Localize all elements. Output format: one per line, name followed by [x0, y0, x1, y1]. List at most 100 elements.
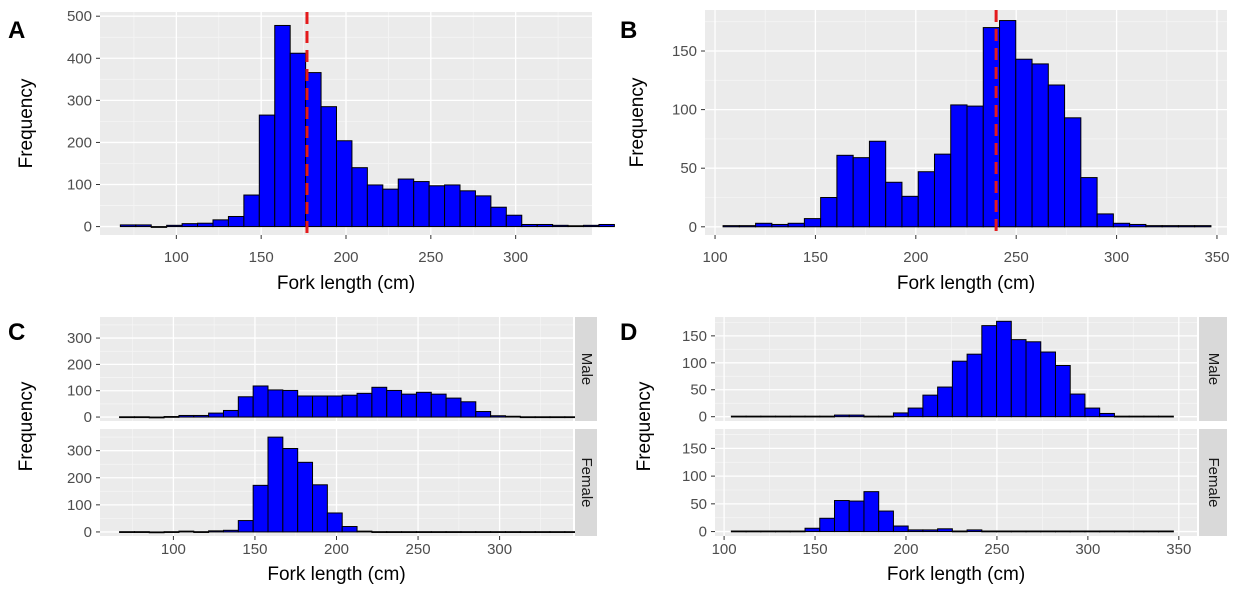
y-tick-label: 100	[672, 102, 697, 119]
histogram-bar	[222, 409, 239, 418]
histogram-bar	[1128, 415, 1145, 418]
facet-female: 0 100 200 300 Female	[67, 429, 597, 541]
y-axis-title: Frequency	[634, 381, 655, 471]
histogram-bar	[397, 178, 415, 228]
histogram-bar	[521, 223, 538, 228]
histogram-bar	[738, 225, 757, 228]
x-tick-label: 250	[406, 541, 431, 558]
histogram-bar	[1069, 393, 1086, 418]
y-axis-title: Frequency	[627, 77, 648, 167]
histogram-bar	[401, 393, 417, 418]
histogram-bar	[775, 530, 791, 533]
x-axis-title: Fork length (cm)	[887, 564, 1025, 585]
histogram-bar	[878, 510, 894, 533]
x-axis-title: Fork length (cm)	[897, 273, 1035, 294]
histogram-bar	[312, 484, 328, 533]
histogram-bar	[490, 206, 507, 228]
histogram-bar	[1096, 213, 1114, 228]
histogram-bar	[803, 218, 822, 228]
histogram-bar	[892, 412, 909, 418]
histogram-bar	[1129, 223, 1147, 228]
histogram-bar	[258, 114, 276, 228]
y-tick-label: 200	[67, 134, 92, 151]
histogram-bar	[312, 395, 328, 418]
histogram-bar	[885, 181, 903, 228]
histogram-bar	[1010, 530, 1027, 533]
histogram-bar	[351, 167, 368, 228]
strip-label: Female	[1205, 457, 1222, 507]
histogram-bar	[833, 500, 850, 533]
histogram-bar	[1080, 177, 1098, 228]
histogram-bar	[1143, 415, 1160, 418]
histogram-bar	[787, 222, 805, 228]
histogram-bar	[150, 226, 168, 228]
panel-letter: A	[8, 17, 25, 44]
y-axis-title: Frequency	[16, 381, 37, 471]
histogram-bar	[1054, 530, 1071, 533]
histogram-bar	[504, 531, 521, 533]
histogram-bar	[981, 530, 998, 533]
facet-strip: Female	[575, 429, 597, 536]
histogram-bar	[475, 531, 492, 533]
histogram-bar	[401, 531, 417, 533]
histogram-bar	[863, 491, 880, 533]
histogram-bar	[119, 531, 135, 533]
y-tick-label: 200	[67, 470, 92, 487]
histogram-bar	[1177, 225, 1196, 228]
histogram-bar	[222, 529, 239, 533]
histogram-bar	[1040, 351, 1056, 418]
histogram-bar	[549, 416, 566, 419]
histogram-bar	[1112, 222, 1131, 228]
histogram-bar	[366, 184, 384, 228]
panel-letter: D	[620, 319, 637, 346]
histogram-bar	[1054, 364, 1071, 418]
histogram-bar	[208, 530, 224, 533]
histogram-bar	[567, 225, 585, 228]
histogram-bar	[371, 386, 388, 418]
histogram-bar	[1113, 415, 1130, 418]
histogram-bar	[459, 190, 476, 228]
histogram-bar	[326, 512, 343, 533]
histogram-bar	[1099, 412, 1115, 418]
histogram-bar	[341, 394, 358, 418]
histogram-bar	[937, 386, 953, 418]
histogram-bar	[133, 416, 150, 419]
histogram-bar	[326, 395, 343, 418]
histogram-bar	[413, 181, 430, 228]
histogram-bar	[371, 531, 388, 533]
histogram-bar	[1031, 63, 1049, 228]
x-tick-label: 250	[1004, 249, 1029, 266]
strip-background	[1199, 429, 1227, 536]
histogram-bar	[490, 531, 506, 533]
histogram-bar	[386, 531, 403, 533]
histogram-bar	[252, 385, 269, 418]
y-tick-label: 50	[690, 496, 707, 513]
histogram-bar	[163, 416, 180, 418]
strip-background	[1199, 317, 1227, 421]
histogram-bar	[267, 436, 284, 533]
histogram-bar	[193, 414, 210, 418]
panel-b: B 0 50 100 150 100 150 200 250 300 350 Fork length …	[620, 10, 1229, 294]
y-axis-title: Frequency	[16, 78, 37, 168]
x-tick-label: 250	[984, 541, 1009, 558]
histogram-bar	[297, 461, 314, 533]
histogram-bar	[415, 531, 432, 533]
strip-label: Male	[578, 353, 595, 386]
x-tick-label: 250	[418, 249, 443, 266]
histogram-bar	[819, 517, 835, 533]
histogram-bar	[833, 414, 850, 418]
histogram-bar	[1161, 225, 1179, 228]
histogram-bar	[1040, 530, 1056, 533]
histogram-bar	[460, 401, 477, 418]
histogram-bar	[1025, 530, 1042, 533]
x-tick-label: 100	[161, 541, 186, 558]
histogram-bar	[1010, 339, 1027, 418]
strip-label: Male	[1205, 353, 1222, 386]
histogram-bar	[1015, 58, 1033, 228]
histogram-bar	[181, 223, 199, 228]
histogram-bar	[907, 529, 924, 533]
histogram-bar	[804, 415, 821, 418]
histogram-bar	[430, 393, 447, 418]
histogram-bar	[868, 140, 887, 228]
